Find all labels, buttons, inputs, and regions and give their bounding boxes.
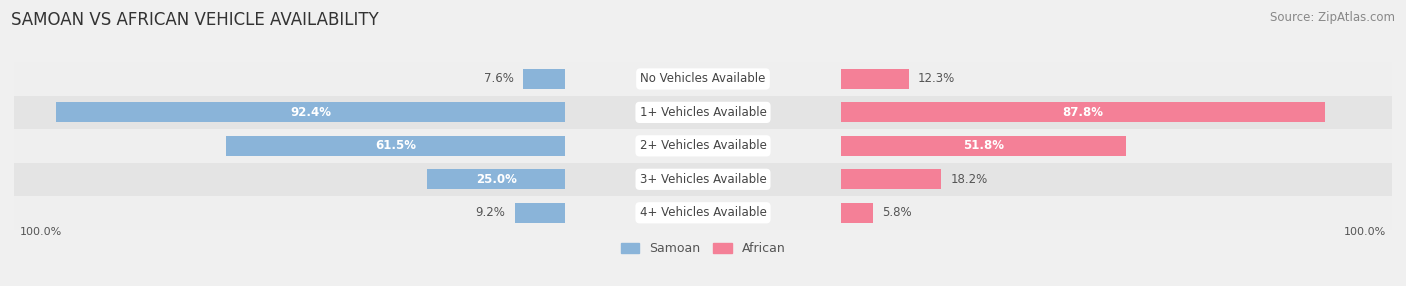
Bar	[14, 162, 1392, 196]
Text: 100.0%: 100.0%	[20, 227, 63, 237]
Text: 51.8%: 51.8%	[963, 139, 1004, 152]
Bar	[523, 69, 565, 89]
Text: 100.0%: 100.0%	[1343, 227, 1386, 237]
Text: 25.0%: 25.0%	[475, 173, 517, 186]
Text: No Vehicles Available: No Vehicles Available	[640, 72, 766, 86]
Bar	[841, 69, 908, 89]
Text: Source: ZipAtlas.com: Source: ZipAtlas.com	[1270, 11, 1395, 24]
Text: 7.6%: 7.6%	[484, 72, 515, 86]
Text: 61.5%: 61.5%	[375, 139, 416, 152]
Bar	[841, 169, 941, 189]
Text: 9.2%: 9.2%	[475, 206, 505, 219]
Bar	[427, 169, 565, 189]
Bar	[14, 96, 1392, 129]
Bar	[515, 203, 565, 223]
Text: 12.3%: 12.3%	[918, 72, 955, 86]
Text: 4+ Vehicles Available: 4+ Vehicles Available	[640, 206, 766, 219]
Bar	[14, 62, 1392, 96]
Bar	[226, 136, 565, 156]
Bar	[56, 102, 565, 122]
Bar	[14, 196, 1392, 229]
Bar	[841, 102, 1324, 122]
Text: 87.8%: 87.8%	[1063, 106, 1104, 119]
Legend: Samoan, African: Samoan, African	[616, 237, 790, 260]
Text: 5.8%: 5.8%	[882, 206, 911, 219]
Text: 18.2%: 18.2%	[950, 173, 988, 186]
Text: 1+ Vehicles Available: 1+ Vehicles Available	[640, 106, 766, 119]
Bar	[841, 136, 1126, 156]
Bar	[841, 203, 873, 223]
Text: SAMOAN VS AFRICAN VEHICLE AVAILABILITY: SAMOAN VS AFRICAN VEHICLE AVAILABILITY	[11, 11, 380, 29]
Text: 3+ Vehicles Available: 3+ Vehicles Available	[640, 173, 766, 186]
Text: 2+ Vehicles Available: 2+ Vehicles Available	[640, 139, 766, 152]
Text: 92.4%: 92.4%	[290, 106, 330, 119]
Bar	[14, 129, 1392, 162]
